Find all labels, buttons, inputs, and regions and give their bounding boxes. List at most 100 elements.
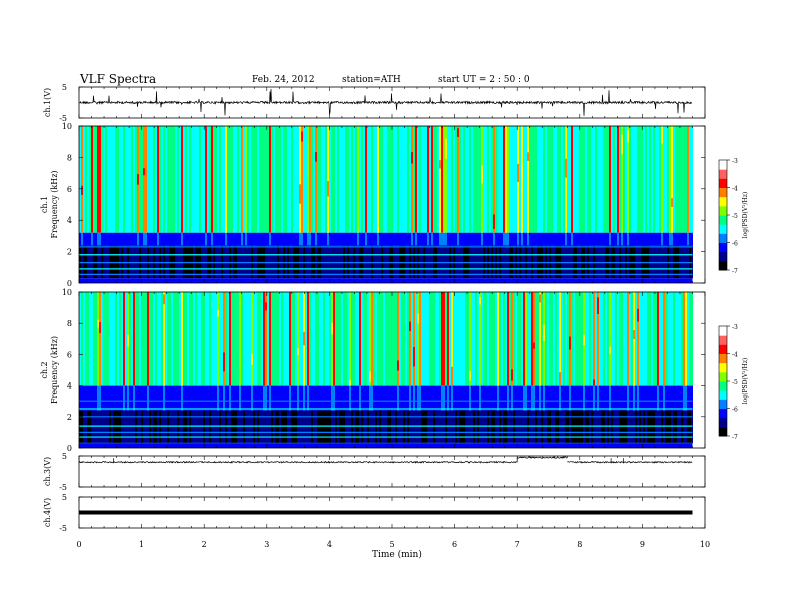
spectrogram-cell <box>121 410 123 444</box>
spectrogram-cell <box>161 245 163 279</box>
spectrogram-cell <box>223 410 225 444</box>
spectrogram-cell <box>511 126 513 233</box>
spectrogram-cell <box>673 245 675 279</box>
spectrogram-cell <box>497 292 499 386</box>
spectrogram-cell <box>83 126 85 233</box>
spectrogram-cell <box>257 410 259 444</box>
spectrogram-cell <box>211 232 213 246</box>
spectrogram-cell <box>203 385 205 411</box>
colorbar-swatch <box>719 215 727 225</box>
x-tick-label: 3 <box>264 540 269 549</box>
spectrogram-cell <box>535 385 537 411</box>
spectrogram-cell <box>261 410 263 444</box>
spectrogram-cell <box>371 245 373 279</box>
spectrogram-cell <box>533 232 535 246</box>
spectrogram-cell <box>475 410 477 444</box>
spectrogram-cell <box>645 245 647 279</box>
spectrogram-cell <box>315 245 317 279</box>
spectrogram-cell <box>555 385 557 411</box>
spectrogram-cell <box>99 385 101 411</box>
spectrogram-cell <box>637 292 639 386</box>
spectrogram-cell <box>641 232 643 246</box>
spectrogram-cell <box>415 126 417 233</box>
spectrogram-cell <box>287 126 289 233</box>
spectrogram-cell <box>437 245 439 279</box>
spectrogram-cell <box>355 232 357 246</box>
spectrogram-cell <box>117 410 119 444</box>
spectrogram-cell <box>493 385 495 411</box>
spectrogram-cell <box>573 232 575 246</box>
spectrogram-cell <box>427 245 429 279</box>
spectrogram-cell <box>123 410 125 444</box>
spectrogram-cell <box>255 245 257 279</box>
spectrogram-cell <box>481 245 483 279</box>
spectrogram-cell <box>377 126 379 233</box>
spectrogram-cell <box>549 410 551 444</box>
spectrogram-cell <box>385 245 387 279</box>
spectrogram-cell <box>623 232 625 246</box>
spectrogram-cell <box>511 385 513 411</box>
spectrogram-cell <box>409 245 411 279</box>
spectrogram-cell <box>527 126 529 233</box>
spectrogram-cell <box>317 410 319 444</box>
spectrogram-cell <box>323 232 325 246</box>
spectrogram-cell <box>447 385 449 411</box>
spectrogram-cell <box>197 410 199 444</box>
y-tick-label: 6 <box>67 185 72 194</box>
spectrogram-cell <box>509 292 511 386</box>
spectrogram-cell <box>585 245 587 279</box>
spectrogram-cell <box>115 292 117 386</box>
spectrogram-cell <box>223 126 225 233</box>
spectrogram-cell <box>215 410 217 444</box>
spectrogram-cell <box>225 410 227 444</box>
spectrogram-cell <box>301 410 303 444</box>
spectrogram-cell <box>341 232 343 246</box>
spectrogram-cell <box>301 385 303 411</box>
spectrogram-cell <box>613 292 615 386</box>
spectrogram-cell <box>665 292 667 386</box>
spectrogram-cell <box>339 245 341 279</box>
spectrogram-cell <box>485 410 487 444</box>
spectrogram-cell <box>337 385 339 411</box>
spectrogram-cell <box>541 385 543 411</box>
spectrogram-cell <box>105 126 107 233</box>
spectrogram-cell <box>419 232 421 246</box>
spectrogram-cell <box>567 232 569 246</box>
spectrogram-cell <box>387 292 389 386</box>
spectrogram-cell <box>357 245 359 279</box>
spectrogram-cell <box>649 385 651 411</box>
spectrogram-cell <box>537 385 539 411</box>
spectrogram-cell <box>199 126 201 233</box>
spectrogram-cell <box>159 385 161 411</box>
spectrogram-cell <box>613 385 615 411</box>
spectrogram-cell <box>295 292 297 386</box>
spectrogram-cell <box>547 245 549 279</box>
spectrogram-cell <box>435 232 437 246</box>
spectrogram-cell <box>603 126 605 233</box>
spectrogram-cell <box>531 385 533 411</box>
spectrogram-cell <box>307 232 309 246</box>
spectrogram-cell <box>303 331 305 346</box>
spectrogram-cell <box>429 385 431 411</box>
spectrogram-cell <box>483 385 485 411</box>
spectrogram-cell <box>481 232 483 246</box>
spectrogram-cell <box>383 292 385 386</box>
spectrogram-cell <box>423 245 425 279</box>
spectrogram-cell <box>217 292 219 386</box>
spectrogram-cell <box>143 126 145 233</box>
spectrogram-cell <box>285 410 287 444</box>
spectrogram-cell <box>283 245 285 279</box>
y-tick-label: 5 <box>62 493 67 502</box>
spectrogram-cell <box>265 126 267 233</box>
spectrogram-cell <box>341 292 343 386</box>
spectrogram-cell <box>97 292 99 386</box>
spectrogram-cell <box>653 232 655 246</box>
spectrogram-cell <box>153 126 155 233</box>
spectrogram-cell <box>405 292 407 386</box>
spectrogram-cell <box>107 385 109 411</box>
spectrogram-cell <box>219 126 221 233</box>
spectrogram-cell <box>563 245 565 279</box>
spectrogram-cell <box>117 232 119 246</box>
spectrogram-cell <box>689 292 691 386</box>
